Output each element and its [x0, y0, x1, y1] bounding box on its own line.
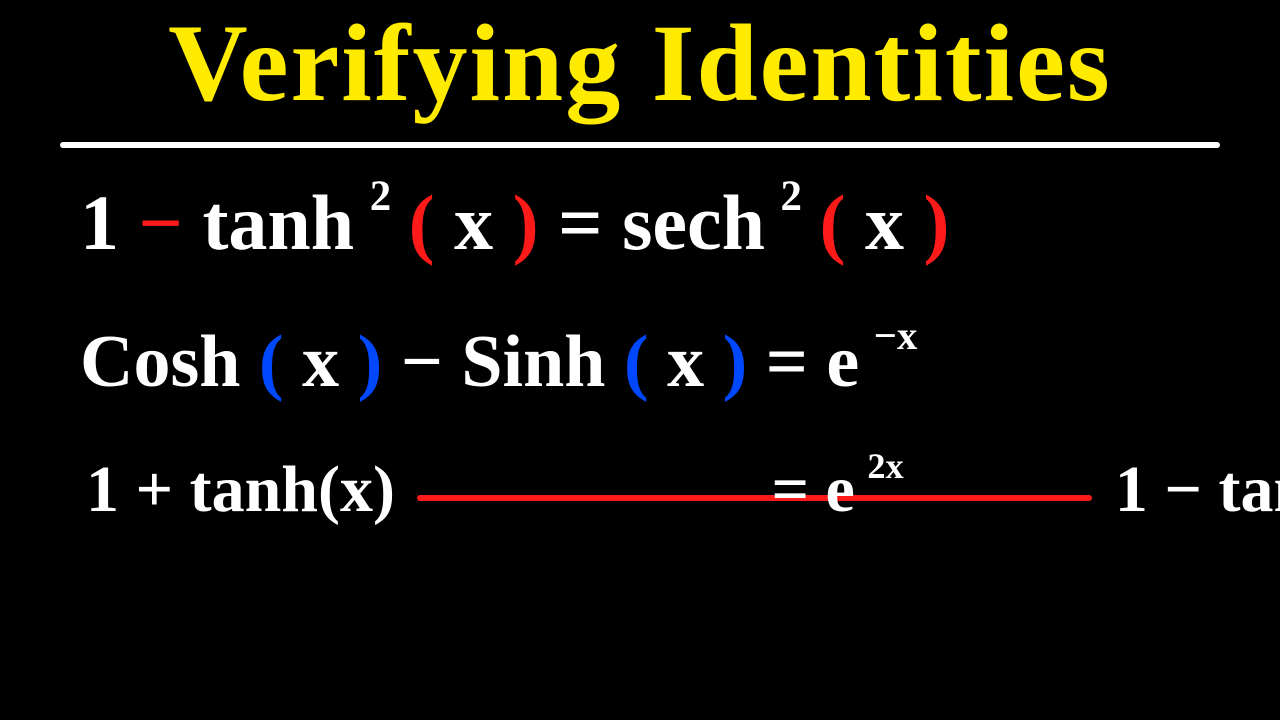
eq1-lparen1: ( — [409, 178, 435, 268]
eq1-one: 1 — [80, 178, 119, 268]
eq2-rparen2: ) — [723, 320, 748, 405]
eq3-num-lparen: ( — [318, 452, 340, 528]
eq2-minus: − — [401, 320, 443, 405]
eq3-num-x: x — [340, 452, 373, 528]
eq2-x2: x — [667, 320, 704, 405]
eq2-e: e — [826, 320, 859, 405]
eq1-rparen1: ) — [513, 178, 539, 268]
eq2-equals: = — [766, 320, 808, 405]
eq3-e: e — [826, 452, 855, 528]
eq1-sup2: 2 — [781, 172, 802, 221]
eq3-fraction-bar — [417, 495, 1092, 501]
eq2-exp: −x — [874, 312, 918, 359]
page-title: Verifying Identities — [0, 8, 1280, 118]
eq1-equals: = — [558, 178, 602, 268]
title-underline — [60, 142, 1220, 148]
equation-3: 1 + tanh(x) 1 − tanh(x) = e 2x — [80, 452, 902, 528]
eq2-lparen1: ( — [259, 320, 284, 405]
eq3-rhs: = e 2x — [771, 452, 901, 528]
eq1-tanh: tanh — [202, 178, 354, 268]
eq1-sup1: 2 — [370, 172, 391, 221]
eq1-sech: sech — [622, 178, 765, 268]
equation-1: 1 − tanh 2 ( x ) = sech 2 ( x ) — [80, 178, 949, 268]
eq3-num-rparen: ) — [373, 452, 395, 528]
eq1-x1: x — [454, 178, 493, 268]
eq3-equals: = — [771, 452, 809, 528]
eq2-cosh: Cosh — [80, 320, 240, 405]
eq3-fraction: 1 + tanh(x) 1 − tanh(x) — [80, 452, 755, 528]
equation-2: Cosh ( x ) − Sinh ( x ) = e −x — [80, 320, 915, 405]
eq2-sinh: Sinh — [461, 320, 605, 405]
eq1-rparen2: ) — [923, 178, 949, 268]
eq2-x1: x — [302, 320, 339, 405]
eq3-exp: 2x — [867, 445, 903, 487]
eq3-numerator: 1 + tanh(x) — [80, 452, 401, 528]
eq2-rparen1: ) — [358, 320, 383, 405]
eq3-denominator: 1 − tanh(x) — [1109, 452, 1280, 528]
eq2-lparen2: ( — [624, 320, 649, 405]
eq1-lparen2: ( — [820, 178, 846, 268]
eq1-minus: − — [139, 178, 183, 268]
eq1-x2: x — [865, 178, 904, 268]
eq3-den-text: 1 − tanh — [1115, 452, 1280, 528]
eq3-num-text: 1 + tanh — [86, 452, 318, 528]
